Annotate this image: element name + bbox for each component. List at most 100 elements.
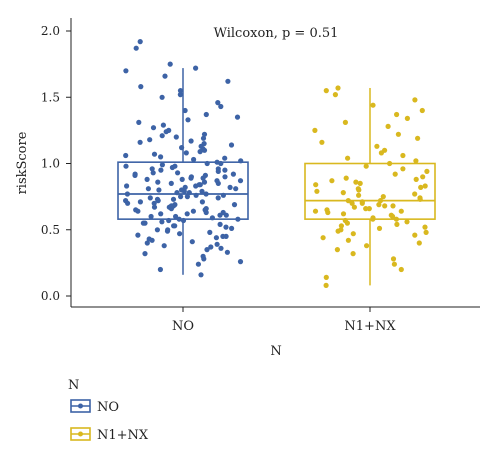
data-point	[140, 220, 146, 226]
data-point	[137, 39, 143, 45]
data-point	[412, 97, 418, 103]
data-point	[404, 115, 410, 121]
data-point	[124, 191, 130, 197]
x-axis-title: N	[270, 344, 281, 359]
data-point	[162, 73, 168, 79]
data-point	[314, 188, 320, 194]
data-point	[324, 207, 330, 213]
data-point	[201, 131, 208, 137]
data-point	[345, 155, 351, 161]
data-point	[419, 107, 425, 114]
data-point	[123, 152, 129, 159]
data-point	[174, 190, 180, 196]
legend-key-point	[78, 403, 83, 409]
data-point	[179, 176, 185, 182]
data-point	[182, 107, 188, 114]
data-point	[350, 251, 356, 257]
data-point	[400, 166, 406, 172]
data-point	[235, 216, 241, 222]
wilcoxon-annotation: Wilcoxon, p = 0.51	[214, 26, 339, 41]
data-point	[334, 247, 340, 253]
data-point	[137, 199, 143, 205]
data-point	[391, 261, 397, 267]
data-point	[394, 221, 400, 227]
data-point	[370, 102, 376, 108]
data-point	[366, 206, 372, 212]
data-point	[182, 184, 188, 190]
box-n1-nx	[304, 87, 436, 286]
data-point	[363, 206, 369, 212]
data-point	[385, 123, 391, 129]
data-point	[144, 240, 150, 246]
data-point	[214, 178, 220, 184]
data-point	[161, 243, 167, 249]
data-point	[158, 211, 164, 217]
data-point	[190, 208, 196, 214]
data-point	[133, 207, 139, 213]
data-point	[208, 244, 214, 250]
data-point	[123, 163, 129, 169]
data-point	[183, 150, 189, 156]
data-point	[142, 251, 148, 257]
data-point	[173, 134, 179, 140]
data-point	[400, 152, 406, 159]
data-point	[185, 117, 191, 123]
x-tick-label: N1+NX	[344, 319, 396, 334]
data-point	[364, 243, 370, 249]
data-point	[217, 221, 223, 227]
data-point	[218, 103, 224, 110]
data-point	[202, 172, 208, 178]
data-point	[376, 202, 382, 208]
data-point	[136, 119, 142, 125]
data-point	[148, 213, 154, 220]
data-point	[404, 219, 410, 225]
data-point	[228, 142, 235, 148]
data-point	[376, 225, 383, 231]
data-point	[133, 45, 139, 51]
data-point	[200, 253, 206, 259]
data-point	[214, 159, 220, 165]
data-point	[166, 217, 172, 224]
data-point	[215, 195, 221, 201]
data-point	[124, 183, 130, 189]
data-point	[147, 195, 153, 201]
data-point	[201, 141, 207, 147]
data-point	[215, 166, 221, 172]
data-point	[213, 235, 219, 241]
data-point	[160, 122, 166, 128]
data-point	[172, 163, 178, 169]
data-point	[224, 249, 230, 255]
data-point	[177, 92, 183, 98]
data-point	[313, 182, 319, 188]
data-point	[423, 229, 429, 235]
y-tick-label: 1.5	[41, 90, 60, 104]
data-point	[150, 125, 157, 131]
data-point	[123, 68, 129, 74]
legend-key-point	[78, 431, 83, 437]
data-point	[340, 211, 347, 217]
data-point	[193, 65, 199, 71]
data-point	[345, 237, 351, 243]
data-point	[158, 167, 164, 173]
data-point	[229, 225, 235, 231]
data-point	[320, 235, 326, 241]
data-point	[323, 274, 329, 280]
data-point	[175, 170, 181, 176]
data-point	[351, 204, 357, 210]
y-tick-label: 2.0	[41, 24, 60, 38]
data-point	[382, 147, 388, 153]
boxes	[117, 68, 436, 286]
data-point	[323, 88, 329, 94]
data-point	[214, 241, 220, 247]
data-point	[225, 78, 231, 84]
data-point	[353, 179, 359, 185]
data-point	[132, 171, 138, 177]
data-point	[135, 232, 141, 238]
legend-item-n1-nx: N1+NX	[70, 427, 149, 443]
data-point	[154, 196, 161, 202]
data-point	[199, 188, 205, 194]
data-point	[159, 133, 165, 139]
data-point	[201, 179, 208, 185]
data-point	[233, 186, 239, 192]
data-point	[335, 85, 341, 91]
